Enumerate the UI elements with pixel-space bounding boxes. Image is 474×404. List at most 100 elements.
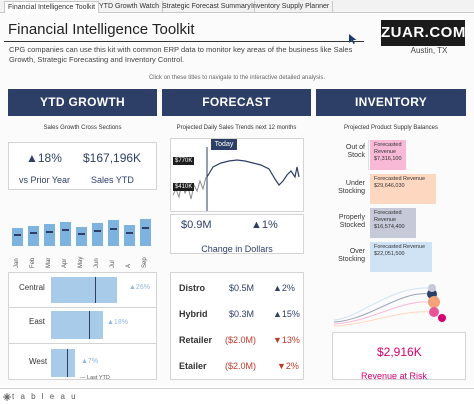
month-label: Jan bbox=[14, 258, 20, 268]
last-ytd-mark-sep bbox=[142, 227, 149, 229]
segment-value: $0.3M bbox=[229, 309, 255, 319]
tab-financial-intelligence-toolkit[interactable]: Financial Intelligence Toolkit bbox=[4, 1, 100, 13]
zuar-logo[interactable]: ZUAR.COM bbox=[381, 20, 465, 46]
over-stocking-box[interactable]: Forecasted Revenue $22,051,500 bbox=[370, 242, 432, 272]
region-pct: ▲18% bbox=[107, 319, 128, 326]
box-title: Forecasted Revenue bbox=[374, 142, 402, 155]
change-value: $0.9M bbox=[181, 219, 212, 231]
navigation-hint: Click on these titles to navigate to the… bbox=[148, 75, 326, 81]
month-label: Apr bbox=[62, 258, 68, 268]
growth-percent: ▲18% bbox=[26, 151, 62, 165]
forecast-trend-chart[interactable]: Today $770K $410K bbox=[170, 138, 304, 212]
tab-ytd-growth-watch[interactable]: YTD Growth Watch bbox=[96, 1, 164, 13]
segment-name: Etailer bbox=[179, 361, 207, 371]
properly-stocked-box[interactable]: Forecasted Revenue $16,574,400 bbox=[370, 208, 416, 238]
tab-strategic-forecast-summary[interactable]: Strategic Forecast Summary bbox=[159, 1, 255, 13]
last-ytd-line-central bbox=[95, 277, 96, 303]
segment-value: $0.5M bbox=[229, 283, 255, 293]
sheet-tabs: Financial Intelligence Toolkit YTD Growt… bbox=[0, 0, 474, 13]
bar-may[interactable] bbox=[76, 227, 87, 246]
segment-name: Hybrid bbox=[179, 309, 208, 319]
inventory-row-label: Out of Stock bbox=[345, 144, 365, 159]
last-ytd-mark-aug bbox=[126, 232, 133, 234]
bar-sep[interactable] bbox=[140, 219, 151, 246]
tableau-brand[interactable]: t a b l e a u bbox=[12, 392, 78, 401]
bar-apr[interactable] bbox=[60, 222, 71, 246]
last-ytd-mark-jul bbox=[110, 228, 117, 230]
revenue-at-risk-card[interactable]: $2,916K Revenue at Risk bbox=[332, 332, 466, 381]
pointer-cursor-icon bbox=[349, 34, 357, 44]
inventory-row-label: Over Stocking bbox=[338, 248, 365, 263]
box-value: $22,051,500 bbox=[374, 251, 405, 257]
bar-jun[interactable] bbox=[92, 223, 103, 246]
last-ytd-legend: — Last YTD bbox=[80, 375, 110, 381]
inventory-balance-chart[interactable]: Out of Stock Forecasted Revenue $7,316,1… bbox=[332, 138, 466, 278]
region-bar-central[interactable] bbox=[51, 277, 117, 303]
description-text: CPG companies can use this kit with comm… bbox=[9, 45, 353, 64]
segment-pct: ▲2% bbox=[273, 283, 295, 293]
region-pct: ▲7% bbox=[81, 358, 99, 365]
region-pct: ▲26% bbox=[129, 284, 150, 291]
ytd-subtitle: Sales Growth Cross Sections bbox=[43, 125, 122, 131]
last-ytd-line-east bbox=[89, 311, 90, 339]
last-ytd-mark-feb bbox=[30, 232, 37, 234]
region-label: East bbox=[29, 317, 46, 326]
box-title: Forecasted Revenue bbox=[374, 176, 426, 182]
under-stocking-box[interactable]: Forecasted Revenue $29,646,030 bbox=[370, 174, 436, 204]
segment-pct: ▼13% bbox=[273, 335, 300, 345]
segment-table[interactable]: Distro $0.5M ▲2% Hybrid $0.3M ▲15% Retai… bbox=[170, 272, 304, 380]
ytd-kpi-card[interactable]: ▲18% $167,196K vs Prior Year Sales YTD bbox=[8, 142, 157, 190]
inventory-button[interactable]: INVENTORY bbox=[316, 89, 466, 116]
sales-ytd-value: $167,196K bbox=[83, 151, 142, 165]
region-bar-east[interactable] bbox=[51, 311, 103, 339]
bar-mar[interactable] bbox=[44, 224, 55, 246]
out-of-stock-box[interactable]: Forecasted Revenue $7,316,100 bbox=[370, 140, 406, 170]
tableau-logo-icon bbox=[3, 393, 11, 401]
region-label: West bbox=[29, 357, 48, 366]
region-bar-west[interactable] bbox=[51, 349, 75, 377]
footer-bar: t a b l e a u bbox=[0, 388, 474, 404]
y-low-label: $410K bbox=[173, 183, 195, 191]
change-pct: ▲1% bbox=[251, 219, 278, 231]
today-marker: Today bbox=[211, 139, 237, 150]
last-ytd-mark-jan bbox=[14, 234, 21, 236]
last-ytd-mark-apr bbox=[62, 229, 69, 231]
growth-label: vs Prior Year bbox=[19, 175, 71, 185]
last-ytd-line-west bbox=[67, 349, 68, 377]
dashboard: Financial Intelligence Toolkit ZUAR.COM … bbox=[0, 14, 474, 386]
forecast-subtitle: Projected Daily Sales Trends next 12 mon… bbox=[176, 125, 297, 131]
month-label: Mar bbox=[46, 257, 52, 268]
bar-jul[interactable] bbox=[108, 220, 119, 246]
box-title: Forecasted Revenue bbox=[374, 244, 426, 250]
tab-inventory-supply-planner[interactable]: Inventory Supply Planner bbox=[248, 1, 334, 13]
ytd-growth-button[interactable]: YTD GROWTH bbox=[8, 89, 157, 116]
box-value: $7,316,100 bbox=[374, 156, 402, 162]
month-label: Feb bbox=[30, 257, 36, 268]
region-chart[interactable]: Central ▲26% East ▲18% West ▲7% bbox=[8, 272, 157, 380]
month-label: May bbox=[78, 256, 84, 268]
segment-pct: ▼2% bbox=[277, 361, 299, 371]
bar-aug[interactable] bbox=[124, 225, 135, 246]
bar-feb[interactable] bbox=[28, 226, 39, 246]
month-label: Sep bbox=[142, 257, 148, 268]
monthly-sales-chart[interactable]: Jan Feb Mar Apr May Jun Jul A Sep bbox=[8, 198, 157, 268]
segment-name: Distro bbox=[179, 283, 206, 293]
page-title: Financial Intelligence Toolkit bbox=[8, 21, 195, 38]
inventory-subtitle: Projected Product Supply Balances bbox=[343, 125, 439, 131]
box-title: Forecasted Revenue bbox=[374, 210, 402, 223]
last-ytd-mark-mar bbox=[46, 231, 53, 233]
inventory-row-label: Properly Stocked bbox=[338, 214, 365, 229]
sales-ytd-label: Sales YTD bbox=[91, 175, 134, 185]
bar-jan[interactable] bbox=[12, 228, 23, 246]
segment-pct: ▲15% bbox=[273, 309, 300, 319]
revenue-risk-flow[interactable] bbox=[330, 280, 466, 330]
y-high-label: $770K bbox=[173, 157, 195, 165]
box-value: $29,646,030 bbox=[374, 183, 405, 189]
forecast-change-card[interactable]: $0.9M ▲1% bbox=[170, 214, 304, 254]
risk-value: $2,916K bbox=[377, 345, 422, 359]
region-label: Central bbox=[19, 283, 45, 292]
trend-line-svg bbox=[172, 147, 300, 211]
forecast-button[interactable]: FORECAST bbox=[162, 89, 311, 116]
change-label: Change in Dollars bbox=[201, 244, 273, 254]
box-value: $16,574,400 bbox=[374, 224, 405, 230]
